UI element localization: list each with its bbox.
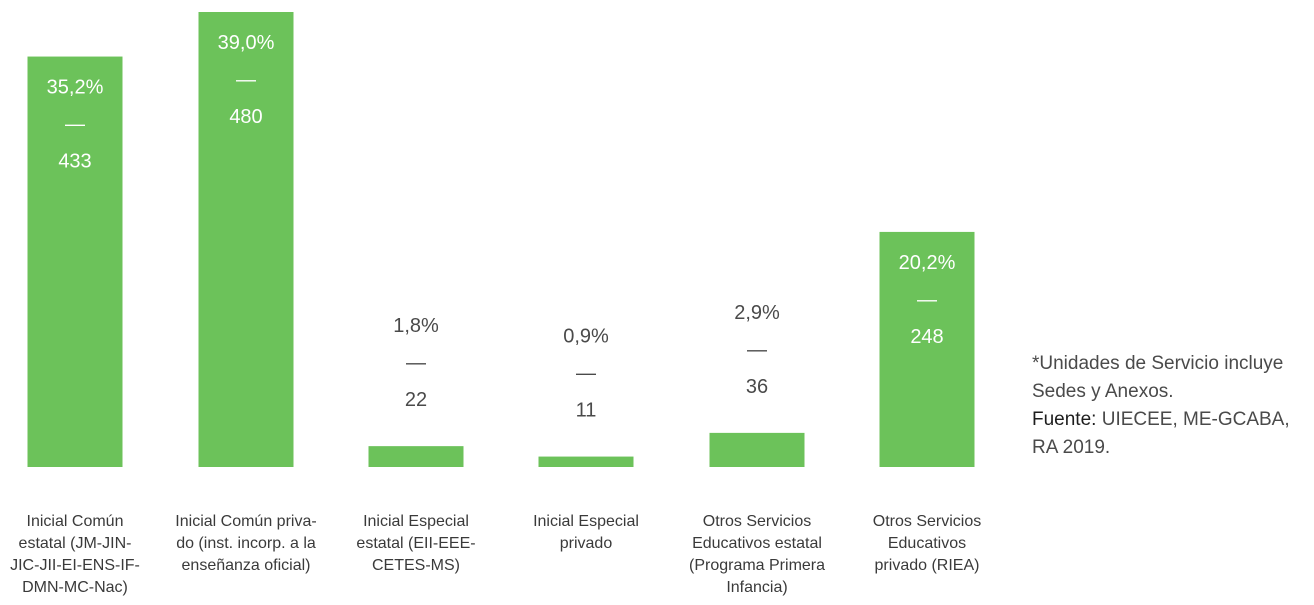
category-label-5-line-0: Otros Servicios [873,513,981,530]
category-label-2-line-0: Inicial Especial [363,513,469,530]
category-label-3-line-0: Inicial Especial [533,513,639,530]
source-line: Fuente: UIECEE, ME-GCABA, [1032,406,1314,434]
category-label-5-line-2: privado (RIEA) [875,557,980,574]
source-text: UIECEE, ME-GCABA, [1096,409,1290,430]
label-separator-4: — [747,339,767,361]
bar-2 [368,446,464,467]
percent-label-3: 0,9% [563,326,609,348]
percent-label-0: 35,2% [47,77,104,99]
label-separator-3: — [576,363,596,385]
percent-label-5: 20,2% [899,252,956,274]
value-label-0: 433 [58,151,91,173]
category-label-0-line-1: estatal (JM-JIN- [19,535,132,552]
category-label-2-line-1: estatal (EII-EEE- [356,535,475,552]
category-label-3-line-1: privado [560,535,613,552]
bar-1 [198,12,294,467]
category-label-2-line-2: CETES-MS) [372,557,460,574]
category-label-0-line-0: Inicial Común [27,513,124,530]
bar-3 [538,456,634,467]
category-label-4-line-0: Otros Servicios [703,513,811,530]
category-label-4: Otros Servicios Educativos estatal (Progra… [689,513,825,596]
category-label-2: Inicial Especial estatal (EII-EEE- CETES-M… [356,513,475,574]
category-label-5-line-1: Educativos [888,535,966,552]
bar-4 [709,432,805,467]
label-separator-5: — [917,289,937,311]
footnote-line-4: RA 2019. [1032,437,1111,458]
category-label-4-line-2: (Programa Primera [689,557,825,574]
bar-5 [879,231,975,467]
category-label-3: Inicial Especial privado [533,513,639,552]
footnote-line-1: *Unidades de Servicio incluye [1032,353,1284,374]
category-label-0-line-2: JIC-JII-EI-ENS-IF- [10,557,140,574]
label-separator-2: — [406,352,426,374]
label-separator-0: — [65,114,85,136]
category-label-1-line-0: Inicial Común priva- [175,513,316,530]
category-label-4-line-3: Infancia) [726,579,787,596]
percent-label-4: 2,9% [734,302,780,324]
category-label-0: Inicial Común estatal (JM-JIN- JIC-JII-EI-… [10,513,140,596]
value-label-4: 36 [746,376,768,398]
source-label: Fuente: [1032,409,1097,430]
footnote: *Unidades de Servicio incluye Sedes y An… [1032,350,1314,462]
category-label-1-line-2: enseñanza oficial) [182,557,311,574]
bar-0 [27,56,123,467]
category-label-4-line-1: Educativos estatal [692,535,822,552]
category-label-1-line-1: do (inst. incorp. a la [176,535,316,552]
category-label-0-line-3: DMN-MC-Nac) [22,579,128,596]
footnote-line-2: Sedes y Anexos. [1032,381,1174,402]
value-label-5: 248 [910,326,943,348]
percent-label-1: 39,0% [218,32,275,54]
category-label-5: Otros Servicios Educativos privado (RIEA) [873,513,981,574]
percent-label-2: 1,8% [393,315,439,337]
label-separator-1: — [236,69,256,91]
category-label-1: Inicial Común priva-do (inst. incorp. a … [175,513,316,574]
value-label-2: 22 [405,389,427,411]
value-label-1: 480 [229,106,262,128]
value-label-3: 11 [576,400,597,422]
